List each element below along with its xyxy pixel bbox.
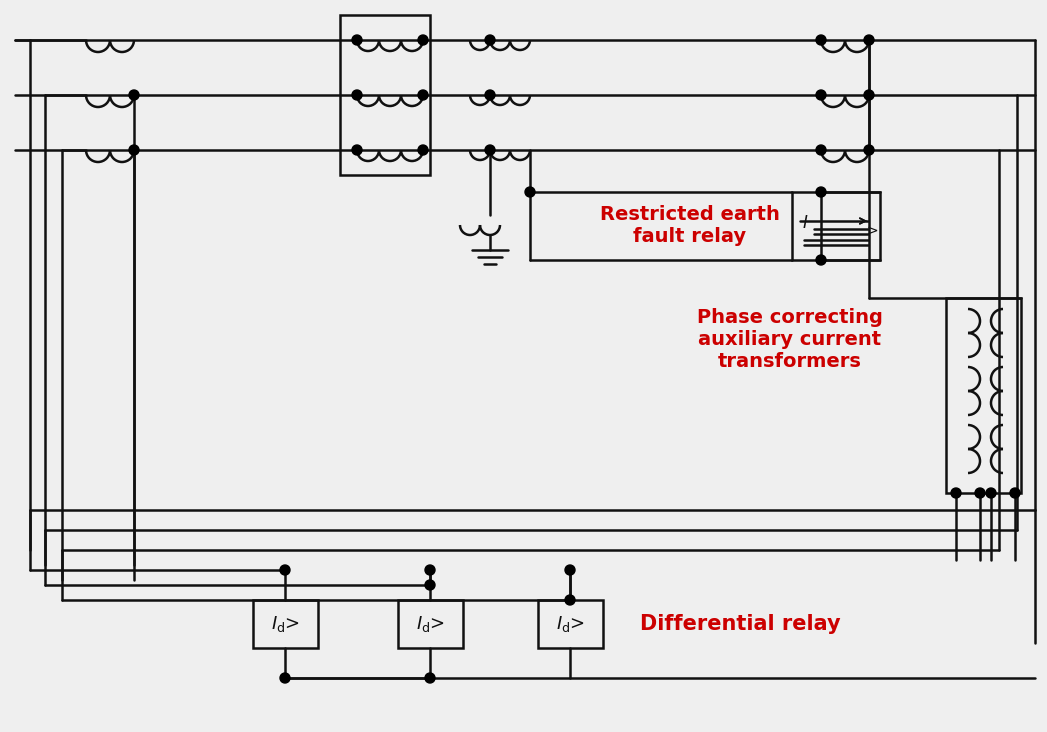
Circle shape [986,488,996,498]
Circle shape [864,145,874,155]
Circle shape [485,145,495,155]
Circle shape [975,488,985,498]
Circle shape [525,187,535,197]
Circle shape [1010,488,1020,498]
Circle shape [816,90,826,100]
Circle shape [816,145,826,155]
Bar [398,600,463,648]
Circle shape [280,673,290,683]
Circle shape [864,35,874,45]
Bar [946,298,1021,493]
Circle shape [280,565,290,575]
Circle shape [485,35,495,45]
Bar [252,600,317,648]
Text: >: > [866,224,877,238]
Circle shape [425,565,435,575]
Circle shape [864,90,874,100]
Circle shape [352,90,362,100]
Circle shape [352,35,362,45]
Circle shape [485,90,495,100]
Text: $I$: $I$ [802,215,808,233]
Bar [792,192,879,260]
Text: $I_\mathrm{d}$>: $I_\mathrm{d}$> [416,614,445,634]
Circle shape [951,488,961,498]
Circle shape [565,595,575,605]
Circle shape [129,145,139,155]
Text: Restricted earth
fault relay: Restricted earth fault relay [600,206,780,247]
Circle shape [425,580,435,590]
Circle shape [816,255,826,265]
Bar [340,15,430,175]
Circle shape [418,90,428,100]
Text: $I_\mathrm{d}$>: $I_\mathrm{d}$> [270,614,299,634]
Circle shape [352,145,362,155]
Circle shape [425,673,435,683]
Circle shape [418,35,428,45]
Text: Phase correcting
auxiliary current
transformers: Phase correcting auxiliary current trans… [697,308,883,371]
Bar [537,600,602,648]
Text: $I_\mathrm{d}$>: $I_\mathrm{d}$> [556,614,584,634]
Circle shape [816,187,826,197]
Circle shape [418,145,428,155]
Circle shape [565,565,575,575]
Text: Differential relay: Differential relay [640,614,841,634]
Circle shape [816,35,826,45]
Circle shape [129,90,139,100]
